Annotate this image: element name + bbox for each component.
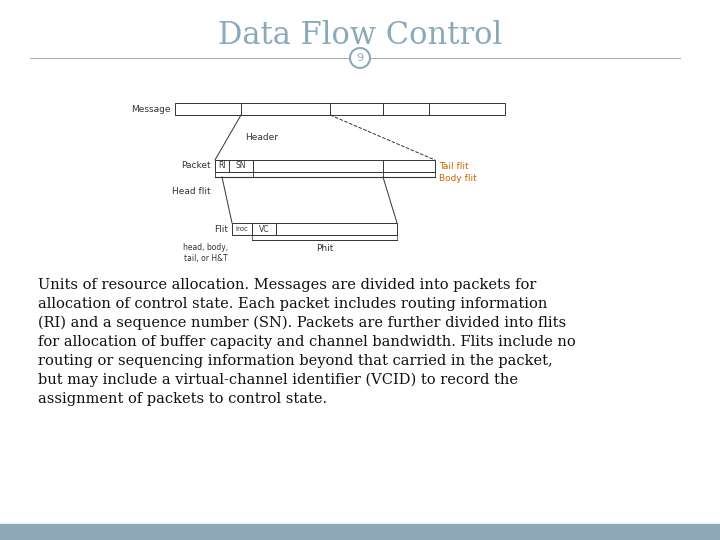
Text: VC: VC	[258, 225, 269, 233]
Text: allocation of control state. Each packet includes routing information: allocation of control state. Each packet…	[38, 297, 547, 311]
Text: Packet: Packet	[181, 161, 211, 171]
Text: Tail flit: Tail flit	[439, 162, 469, 171]
Bar	[215, 160, 435, 172]
Text: but may include a virtual-channel identifier (VCID) to record the: but may include a virtual-channel identi…	[38, 373, 518, 387]
Bar	[0, 524, 720, 540]
Text: Phit: Phit	[316, 244, 333, 253]
Text: Flit: Flit	[214, 225, 228, 233]
Text: iroc: iroc	[235, 226, 248, 232]
Text: assignment of packets to control state.: assignment of packets to control state.	[38, 392, 327, 406]
Text: SN: SN	[235, 161, 246, 171]
Text: routing or sequencing information beyond that carried in the packet,: routing or sequencing information beyond…	[38, 354, 553, 368]
Bar	[175, 103, 505, 115]
Text: (RI) and a sequence number (SN). Packets are further divided into flits: (RI) and a sequence number (SN). Packets…	[38, 316, 566, 330]
Circle shape	[350, 48, 370, 68]
Text: 9: 9	[356, 53, 364, 63]
Text: Units of resource allocation. Messages are divided into packets for: Units of resource allocation. Messages a…	[38, 278, 536, 292]
Text: Header: Header	[245, 133, 278, 142]
Bar	[232, 223, 397, 235]
Text: Head flit: Head flit	[172, 187, 211, 197]
Text: for allocation of buffer capacity and channel bandwidth. Flits include no: for allocation of buffer capacity and ch…	[38, 335, 576, 349]
Text: head, body,
tail, or H&T: head, body, tail, or H&T	[183, 243, 228, 263]
Text: Message: Message	[132, 105, 171, 113]
Text: Body flit: Body flit	[439, 174, 477, 183]
Text: RI: RI	[218, 161, 226, 171]
Text: Data Flow Control: Data Flow Control	[218, 19, 502, 51]
